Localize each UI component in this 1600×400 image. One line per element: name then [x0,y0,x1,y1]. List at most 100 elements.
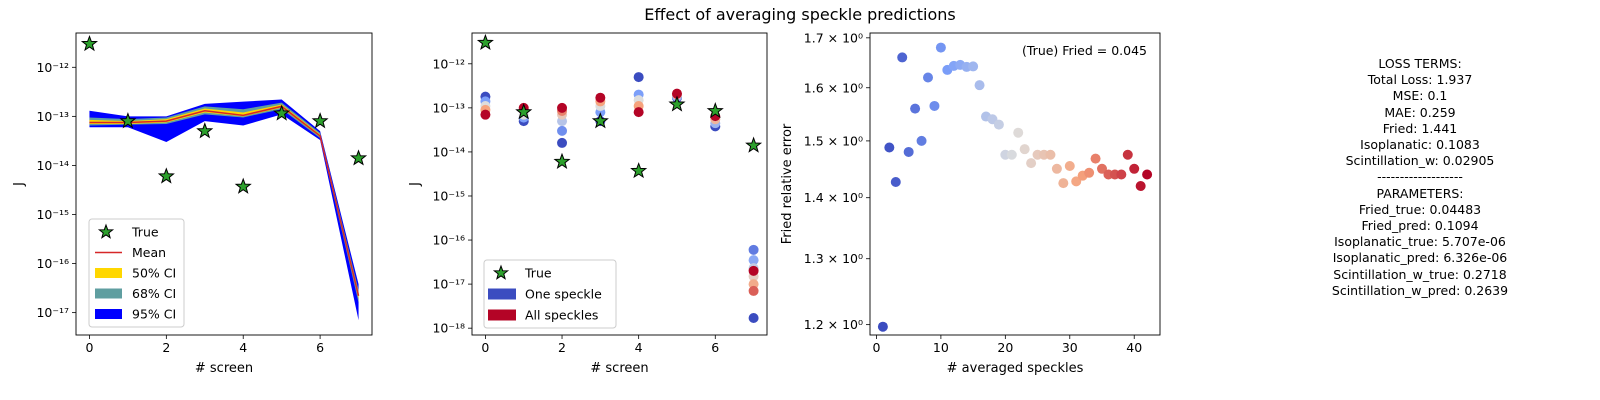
loss-panel-line: MSE: 0.1 [1392,88,1448,104]
fried-error-point [1013,127,1024,138]
x-tick-label: 0 [872,340,880,355]
fried-error-point [897,52,908,63]
loss-panel-line: Fried_true: 0.04483 [1358,201,1482,217]
legend-true-marker [97,223,115,239]
true-marker [553,152,571,170]
fried-error-point [1142,169,1153,180]
fried-error-point [1026,158,1037,169]
true-marker [80,34,99,52]
mean-line [89,105,360,297]
loss-panel-line: Isoplanatic: 0.1083 [1360,137,1480,153]
x-tick-label: 2 [558,340,566,355]
loss-panel-line: MAE: 0.259 [1384,104,1456,120]
fried-error-point [1122,149,1133,160]
ci-plot-panel: 0 2 4 6 10⁻¹² 10⁻¹³ 10⁻¹⁴ 10⁻¹⁵ 10⁻¹⁶ 10⁻¹⁷ # scre… [12,32,373,376]
speckle-prediction-point [671,88,682,99]
loss-terms-panel: LOSS TERMS: Total Loss: 1.937 MSE: 0.1 MAE:… [1290,56,1550,299]
legend-ci50-swatch [95,268,122,278]
legend-label: Mean [132,245,166,260]
true-marker [349,149,368,166]
legend-box [483,259,617,329]
loss-panel-line: PARAMETERS: [1376,185,1464,201]
legend-label: All speckles [525,308,598,323]
x-tick-label: 6 [711,340,719,355]
speckle-prediction-point [633,107,644,118]
speckle-prediction-point [480,109,491,120]
loss-panel-line: Fried: 1.441 [1382,120,1458,136]
loss-panel-line: Scintillation_w_true: 0.2718 [1333,266,1507,282]
y-tick-label: 10⁻¹⁴ [432,144,465,159]
y-axis-label: J [12,182,27,187]
fried-error-point [968,61,979,72]
fried-error-point [1071,176,1082,187]
fried-error-point [935,42,946,53]
legend-label: 50% CI [132,266,176,281]
plot-area [89,99,360,321]
speckle-plot-panel: 0 2 4 6 10⁻¹² 10⁻¹³ 10⁻¹⁴ 10⁻¹⁵ 10⁻¹⁶ 10⁻¹⁷ 10⁻¹⁸ #… [408,32,768,376]
y-tick-label: 10⁻¹³ [36,109,69,124]
x-tick-label: 2 [162,340,170,355]
speckle-prediction-point [748,255,759,266]
x-axis-label: # screen [590,361,648,376]
axes-frame [869,32,1161,336]
speckle-prediction-point [595,92,606,103]
true-marker [668,95,686,112]
speckle-prediction-point [557,102,568,113]
true-marker [591,112,609,129]
true-marker [476,33,494,50]
x-tick-label: 0 [481,340,489,355]
true-marker [157,167,175,184]
loss-panel-line: Fried_pred: 0.1094 [1361,218,1479,234]
fried-error-point [1116,169,1127,180]
legend-one-speckle-swatch [488,288,516,300]
y-tick-label: 10⁻¹² [36,60,69,75]
legend-label: 68% CI [132,286,176,301]
y-tick-label: 1.6 × 10⁰ [804,80,863,95]
fried-error-point [974,80,985,91]
legend-label: True [131,225,159,240]
y-tick-label: 10⁻¹⁷ [432,277,465,292]
y-tick-label: 10⁻¹⁶ [432,233,465,248]
fried-error-point [923,72,933,83]
x-tick-label: 20 [997,340,1013,355]
x-tick-label: 10 [933,340,949,355]
loss-panel-line: ------------------- [1377,169,1463,185]
fried-error-point [1045,149,1056,160]
true-marker [196,122,214,139]
y-axis-label: Fried relative error [780,123,795,244]
legend-label: 95% CI [132,307,176,322]
fried-error-point [1058,178,1069,189]
fried-error-point [993,119,1004,130]
loss-panel-line: Isoplanatic_pred: 6.326e-06 [1332,250,1508,266]
fried-error-point [1129,163,1140,174]
fried-error-point [884,142,895,153]
speckle-prediction-point [633,72,644,83]
legend-label: One speckle [525,287,602,302]
x-tick-label: 4 [635,340,643,355]
x-tick-label: 40 [1126,340,1142,355]
fried-annotation: (True) Fried = 0.045 [1022,43,1147,58]
x-tick-label: 0 [85,340,93,355]
y-tick-label: 10⁻¹⁵ [36,207,69,222]
ci50-band [89,104,359,299]
loss-panel-line: Scintillation_w: 0.02905 [1345,153,1495,169]
true-marker [515,103,533,120]
fried-error-point [1006,149,1017,160]
loss-panel-line: LOSS TERMS: [1378,56,1462,71]
y-tick-label: 1.2 × 10⁰ [804,317,863,332]
loss-panel-line: Scintillation_w_pred: 0.2639 [1331,282,1509,298]
fried-error-point [1064,160,1075,171]
speckle-prediction-point [748,285,759,296]
fried-error-point [1019,144,1030,155]
y-tick-label: 10⁻¹⁷ [36,305,69,320]
legend-all-speckles-swatch [488,309,516,321]
y-tick-label: 10⁻¹⁴ [36,158,69,173]
fried-error-point [877,321,888,332]
legend-label: True [524,266,552,281]
loss-panel-line: Total Loss: 1.937 [1367,72,1473,88]
y-tick-label: 10⁻¹³ [432,100,465,115]
y-axis-label: J [408,182,423,187]
x-tick-label: 30 [1062,340,1078,355]
true-marker [630,162,648,179]
